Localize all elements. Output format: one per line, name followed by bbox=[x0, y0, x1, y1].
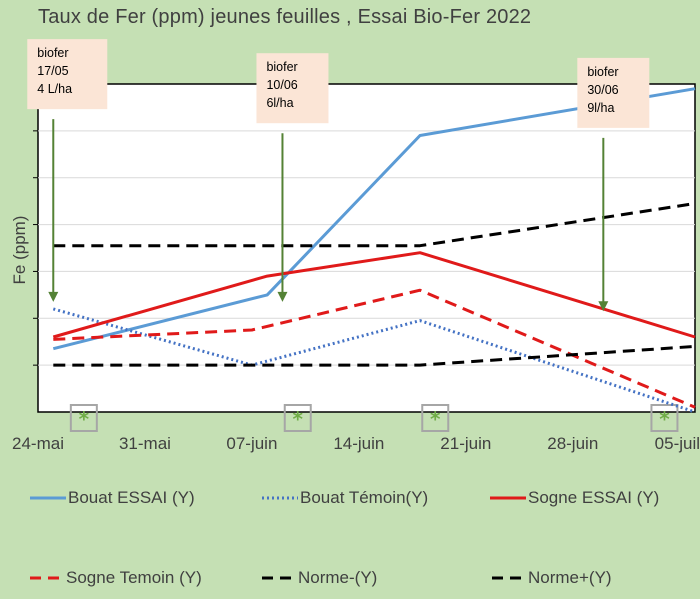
marker-box bbox=[421, 404, 450, 432]
legend-swatch bbox=[490, 496, 526, 500]
marker-box bbox=[283, 404, 312, 432]
x-tick-label: 21-juin bbox=[440, 434, 491, 453]
legend-swatch bbox=[30, 496, 66, 500]
legend-swatch bbox=[262, 496, 298, 500]
annotation-text: 9l/ha bbox=[587, 101, 614, 115]
annotation-box bbox=[27, 39, 108, 110]
annotation-box bbox=[256, 53, 329, 124]
annotation-text: biofer bbox=[266, 60, 297, 74]
annotation-text: 6l/ha bbox=[266, 96, 293, 110]
legend-swatch bbox=[492, 576, 526, 580]
marker-box bbox=[69, 404, 98, 432]
annotation-text: biofer bbox=[37, 46, 68, 60]
asterisk-marker: * bbox=[659, 407, 670, 431]
legend-item-sogne-temoin: Sogne Temoin (Y) bbox=[28, 568, 202, 588]
x-tick-label: 31-mai bbox=[119, 434, 171, 453]
x-tick-label: 14-juin bbox=[333, 434, 384, 453]
series-line bbox=[53, 288, 696, 409]
series-line bbox=[52, 307, 696, 414]
legend-label: Bouat ESSAI (Y) bbox=[68, 488, 195, 507]
x-tick-label: 24-mai bbox=[12, 434, 64, 453]
asterisk-marker: * bbox=[79, 407, 90, 431]
x-tick-label: 28-juin bbox=[547, 434, 598, 453]
legend-item-bouat-temoin: Bouat Témoin(Y) bbox=[262, 488, 428, 508]
annotation-arrowhead bbox=[48, 291, 59, 302]
legend-item-bouat-essai: Bouat ESSAI (Y) bbox=[30, 488, 195, 508]
annotation-text: 4 L/ha bbox=[37, 82, 72, 96]
annotation-arrowhead bbox=[277, 291, 288, 302]
series-line bbox=[52, 87, 696, 351]
legend-label: Norme+(Y) bbox=[528, 568, 612, 587]
legend-label: Sogne ESSAI (Y) bbox=[528, 488, 660, 507]
asterisk-marker: * bbox=[293, 407, 304, 431]
legend-swatch bbox=[30, 576, 64, 580]
legend-label: Sogne Temoin (Y) bbox=[66, 568, 202, 587]
x-tick-label: 07-juin bbox=[226, 434, 277, 453]
y-axis-label: Fe (ppm) bbox=[10, 216, 29, 285]
legend-item-sogne-essai: Sogne ESSAI (Y) bbox=[490, 488, 659, 508]
asterisk-marker: * bbox=[430, 407, 441, 431]
annotation-box bbox=[577, 57, 650, 128]
plot-area bbox=[37, 83, 696, 413]
legend-item-norme-moins: Norme-(Y) bbox=[260, 568, 377, 588]
annotation-arrowhead bbox=[598, 301, 609, 312]
chart-title: Taux de Fer (ppm) jeunes feuilles , Essa… bbox=[38, 6, 532, 28]
legend-label: Norme-(Y) bbox=[298, 568, 378, 587]
legend-label: Bouat Témoin(Y) bbox=[300, 488, 429, 507]
series-line bbox=[53, 344, 696, 367]
annotation-text: 17/05 bbox=[37, 64, 68, 78]
annotation-text: 10/06 bbox=[266, 78, 297, 92]
marker-box bbox=[650, 404, 679, 432]
legend-swatch bbox=[262, 576, 296, 580]
x-tick-label: 05-juil. bbox=[655, 434, 700, 453]
annotation-text: biofer bbox=[587, 65, 618, 79]
series-line bbox=[52, 251, 696, 339]
legend-item-norme-plus: Norme+(Y) bbox=[490, 568, 612, 588]
annotation-text: 30/06 bbox=[587, 83, 618, 97]
